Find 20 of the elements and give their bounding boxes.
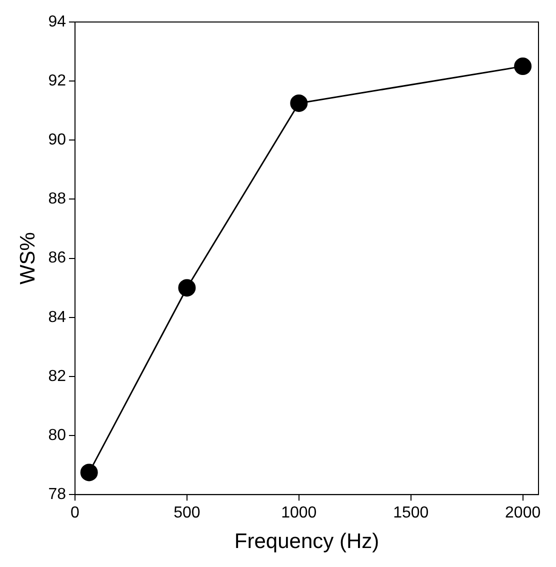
y-tick-label: 90 [48, 132, 66, 149]
y-tick-label: 86 [48, 250, 66, 267]
point [514, 58, 532, 76]
x-tick-label: 1000 [281, 504, 317, 522]
y-tick-label: 94 [48, 13, 66, 30]
y-tick-label: 84 [48, 308, 66, 326]
x-tick-label: 500 [174, 504, 200, 522]
point [80, 464, 98, 482]
x-axis-title: Frequency (Hz) [234, 530, 380, 554]
x-tick-label: 2000 [505, 504, 541, 522]
y-tick-label: 80 [48, 426, 66, 444]
y-tick-label: 78 [48, 486, 66, 504]
x-tick-label: 1500 [393, 504, 429, 522]
y-axis-title: WS% [16, 232, 40, 285]
point [178, 279, 196, 297]
y-tick-label: 82 [48, 368, 66, 385]
x-tick-label: 0 [70, 504, 80, 522]
point [290, 94, 308, 112]
y-tick-label: 88 [48, 190, 66, 208]
y-tick-label: 92 [48, 72, 66, 90]
